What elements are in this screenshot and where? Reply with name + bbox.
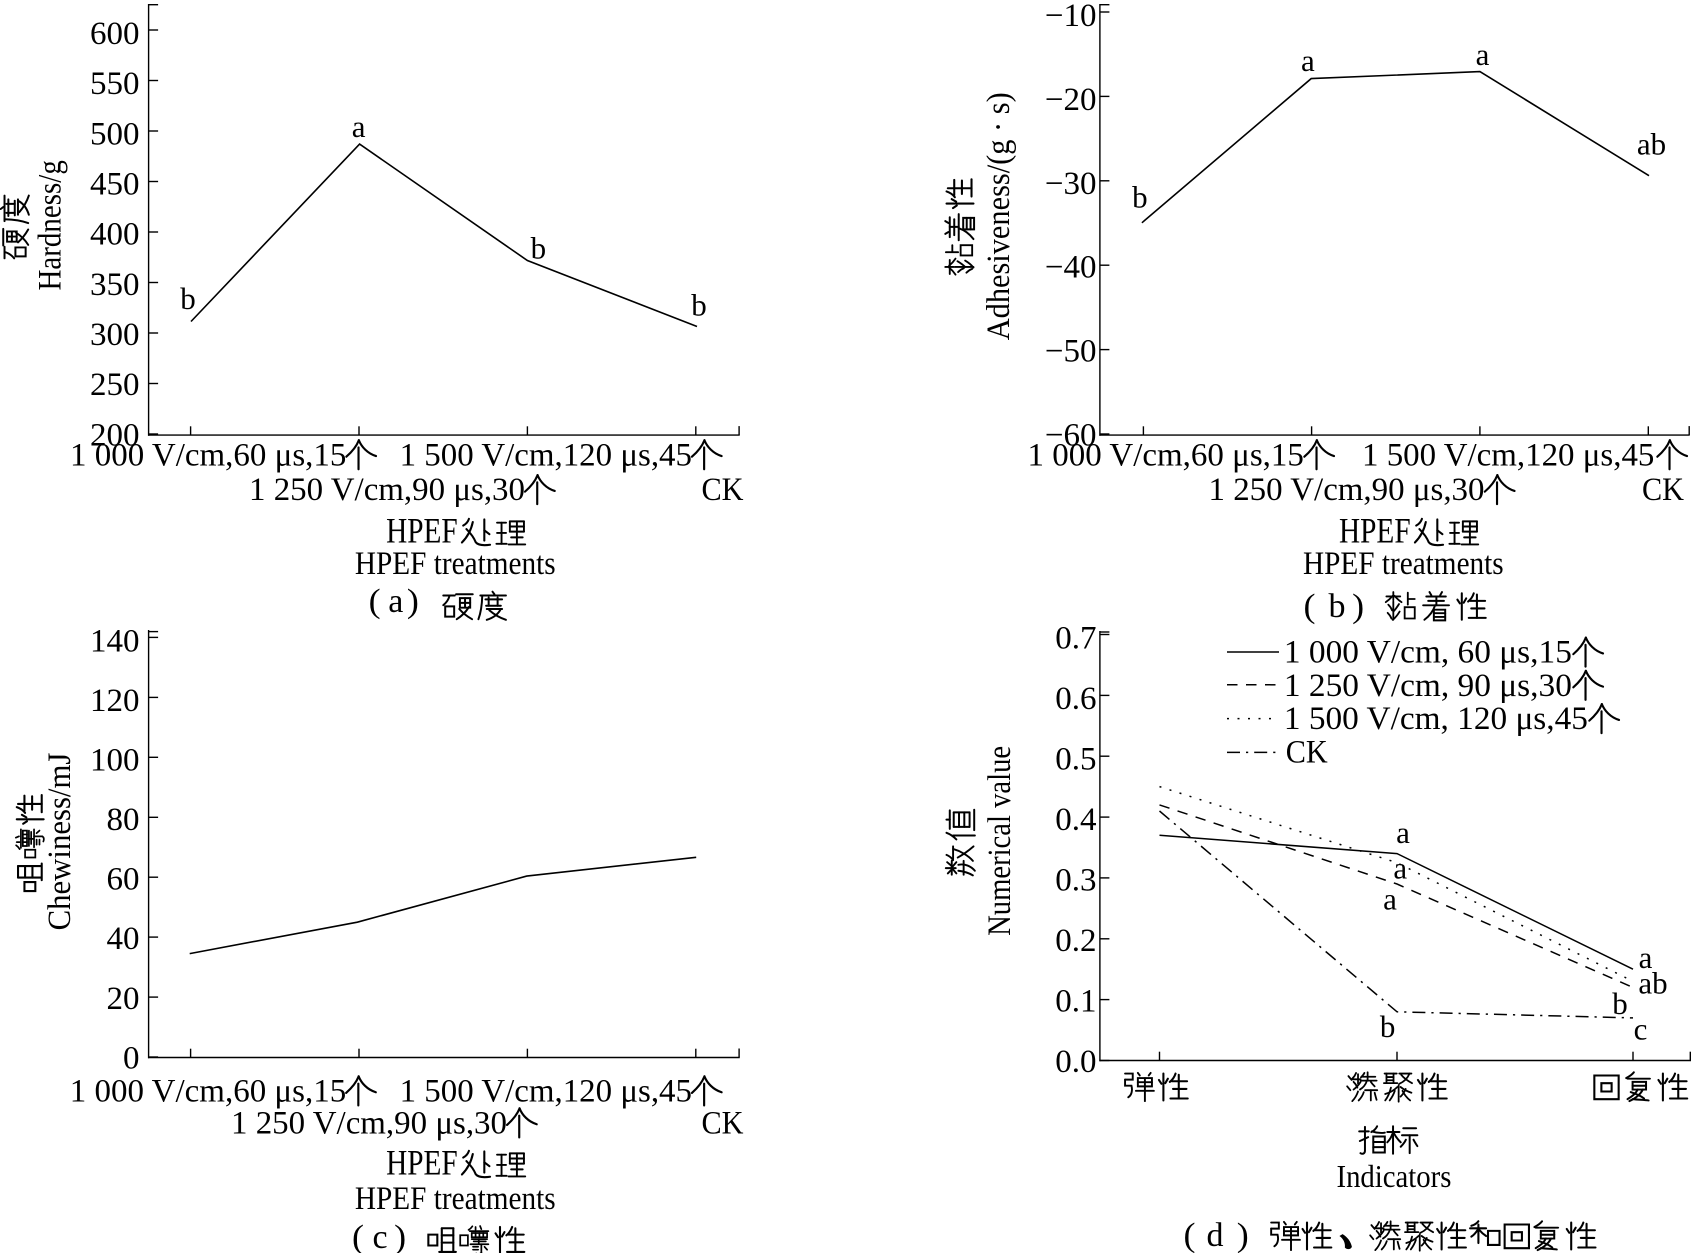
svg-text:250: 250 bbox=[90, 367, 140, 403]
svg-text:0.5: 0.5 bbox=[1055, 741, 1096, 777]
svg-text:1 250 V/cm,90 μs,30: 1 250 V/cm,90 μs,30 bbox=[1209, 472, 1485, 508]
svg-text:300: 300 bbox=[90, 317, 140, 353]
svg-text:1 500 V/cm,120 μs,45: 1 500 V/cm,120 μs,45 bbox=[400, 437, 692, 473]
svg-text:1 000 V/cm,60 μs,15: 1 000 V/cm,60 μs,15 bbox=[70, 437, 346, 473]
svg-text:20: 20 bbox=[107, 981, 140, 1017]
svg-text:b: b bbox=[531, 231, 547, 266]
svg-text:−20: −20 bbox=[1045, 82, 1097, 118]
svg-text:1 500 V/cm, 120 μs,45: 1 500 V/cm, 120 μs,45 bbox=[1284, 701, 1588, 737]
svg-text:a: a bbox=[1383, 881, 1397, 916]
svg-text:1 500 V/cm,120 μs,45: 1 500 V/cm,120 μs,45 bbox=[1362, 437, 1654, 473]
svg-text:HPEF treatments: HPEF treatments bbox=[355, 546, 556, 582]
svg-text:1 250 V/cm,90 μs,30: 1 250 V/cm,90 μs,30 bbox=[249, 472, 525, 508]
svg-text:1 250 V/cm,90 μs,30: 1 250 V/cm,90 μs,30 bbox=[231, 1106, 507, 1142]
svg-text:Hardness/g: Hardness/g bbox=[33, 160, 69, 290]
svg-text:CK: CK bbox=[702, 1106, 744, 1142]
svg-text:−50: −50 bbox=[1045, 334, 1097, 370]
svg-text:500: 500 bbox=[90, 116, 140, 152]
svg-text:550: 550 bbox=[90, 66, 140, 102]
svg-text:b: b bbox=[1132, 180, 1148, 215]
svg-text:CK: CK bbox=[702, 472, 744, 508]
svg-text:0.0: 0.0 bbox=[1055, 1044, 1096, 1080]
svg-text:b: b bbox=[1329, 588, 1346, 625]
svg-text:): ) bbox=[407, 583, 419, 620]
svg-text:d: d bbox=[1207, 1217, 1224, 1253]
svg-text:a: a bbox=[1476, 37, 1490, 72]
svg-text:c: c bbox=[373, 1219, 388, 1253]
svg-text:HPEF: HPEF bbox=[1339, 511, 1411, 551]
svg-text:a: a bbox=[1301, 43, 1315, 78]
svg-text:HPEF: HPEF bbox=[386, 511, 458, 551]
svg-text:0.2: 0.2 bbox=[1055, 923, 1096, 959]
svg-text:(: ( bbox=[352, 1219, 364, 1253]
svg-text:(: ( bbox=[1184, 1217, 1196, 1253]
svg-text:Adhesiveness/(g · s): Adhesiveness/(g · s) bbox=[981, 92, 1017, 340]
svg-text:CK: CK bbox=[1286, 734, 1328, 770]
svg-text:): ) bbox=[1237, 1217, 1249, 1253]
svg-text:CK: CK bbox=[1642, 472, 1684, 508]
svg-text:100: 100 bbox=[90, 743, 140, 779]
svg-text:HPEF treatments: HPEF treatments bbox=[1303, 546, 1504, 582]
svg-text:400: 400 bbox=[90, 217, 140, 253]
svg-text:HPEF treatments: HPEF treatments bbox=[355, 1181, 556, 1217]
svg-text:): ) bbox=[1352, 588, 1364, 625]
svg-text:): ) bbox=[394, 1219, 406, 1253]
svg-text:0.4: 0.4 bbox=[1055, 802, 1096, 838]
svg-text:120: 120 bbox=[90, 683, 140, 719]
svg-text:−10: −10 bbox=[1045, 0, 1097, 34]
svg-text:1 000 V/cm,60 μs,15: 1 000 V/cm,60 μs,15 bbox=[70, 1074, 346, 1110]
svg-text:200: 200 bbox=[90, 417, 140, 453]
svg-text:1 000 V/cm,60 μs,15: 1 000 V/cm,60 μs,15 bbox=[1028, 437, 1304, 473]
svg-text:a: a bbox=[1639, 940, 1653, 975]
svg-text:0.6: 0.6 bbox=[1055, 681, 1096, 717]
svg-text:60: 60 bbox=[107, 862, 140, 898]
svg-text:−30: −30 bbox=[1045, 166, 1097, 202]
svg-text:a: a bbox=[1393, 851, 1407, 886]
svg-text:Indicators: Indicators bbox=[1337, 1158, 1452, 1194]
svg-text:c: c bbox=[1634, 1012, 1648, 1047]
svg-text:b: b bbox=[1612, 986, 1628, 1021]
svg-text:80: 80 bbox=[107, 802, 140, 838]
svg-text:350: 350 bbox=[90, 267, 140, 303]
svg-text:a: a bbox=[1396, 815, 1410, 850]
svg-text:(: ( bbox=[1304, 588, 1316, 625]
svg-text:Numerical value: Numerical value bbox=[982, 746, 1018, 936]
svg-text:b: b bbox=[1380, 1009, 1396, 1044]
svg-text:ab: ab bbox=[1638, 966, 1667, 1001]
svg-text:b: b bbox=[180, 281, 196, 316]
svg-text:HPEF: HPEF bbox=[386, 1143, 458, 1183]
svg-text:a: a bbox=[388, 583, 403, 620]
svg-text:Chewiness/mJ: Chewiness/mJ bbox=[42, 752, 78, 930]
svg-text:ab: ab bbox=[1637, 127, 1666, 162]
svg-text:0: 0 bbox=[123, 1040, 140, 1076]
svg-text:1 250 V/cm, 90 μs,30: 1 250 V/cm, 90 μs,30 bbox=[1284, 668, 1572, 704]
svg-text:1 500 V/cm,120 μs,45: 1 500 V/cm,120 μs,45 bbox=[400, 1074, 692, 1110]
svg-text:140: 140 bbox=[90, 623, 140, 659]
svg-text:450: 450 bbox=[90, 167, 140, 203]
svg-text:(: ( bbox=[369, 583, 381, 620]
svg-text:600: 600 bbox=[90, 16, 140, 52]
svg-text:0.7: 0.7 bbox=[1055, 621, 1096, 657]
svg-text:40: 40 bbox=[107, 921, 140, 957]
svg-text:b: b bbox=[691, 287, 707, 322]
svg-text:−60: −60 bbox=[1045, 417, 1097, 453]
svg-text:0.3: 0.3 bbox=[1055, 862, 1096, 898]
svg-text:−40: −40 bbox=[1045, 250, 1097, 286]
svg-text:0.1: 0.1 bbox=[1055, 983, 1096, 1019]
svg-text:a: a bbox=[352, 109, 366, 144]
svg-text:1 000 V/cm, 60 μs,15: 1 000 V/cm, 60 μs,15 bbox=[1284, 635, 1572, 671]
